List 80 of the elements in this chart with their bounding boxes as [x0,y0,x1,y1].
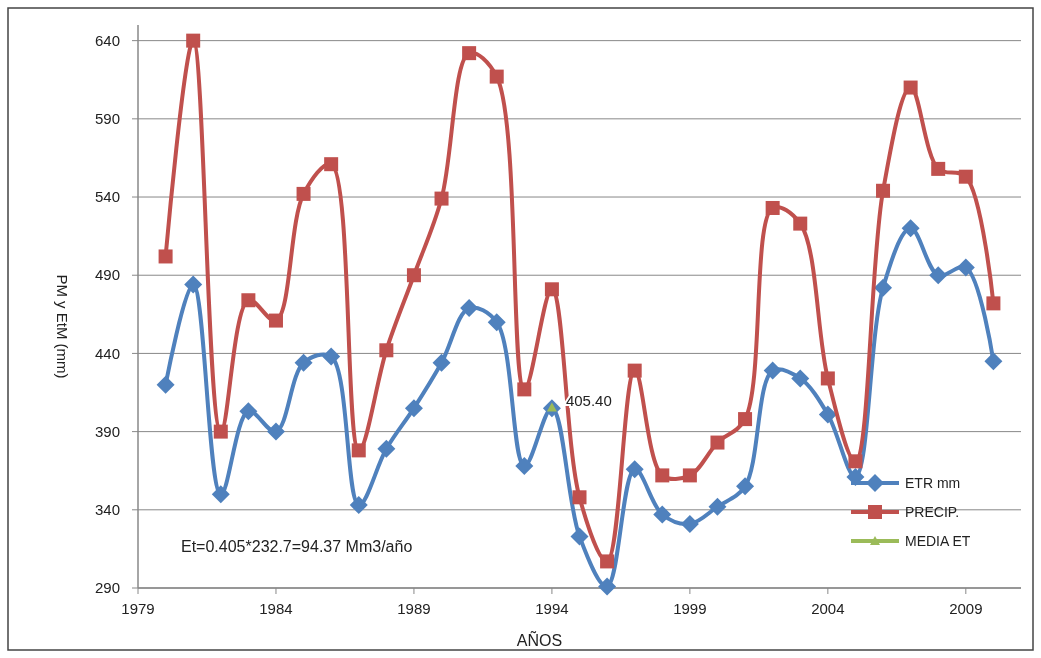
x-tick-label: 1989 [397,600,431,617]
x-tick-label: 1984 [259,600,293,617]
point [710,435,725,450]
point [901,219,920,238]
point [627,363,642,378]
point [241,293,256,308]
y-tick-label: 540 [94,188,120,206]
point [296,186,311,201]
point [903,80,918,95]
point [239,402,258,421]
point [791,369,810,388]
legend-label: PRECIP. [905,503,960,520]
point [876,183,891,198]
point [349,496,368,515]
point [156,375,175,394]
point [266,422,285,441]
point [682,468,697,483]
point [379,343,394,358]
point [322,347,341,366]
point [818,405,837,424]
point [848,454,863,469]
point [570,527,589,546]
x-tick-label: 1994 [535,600,569,617]
point [653,505,672,524]
y-axis-title: PM y EtM (mm) [54,274,71,379]
y-tick-label: 290 [94,579,120,597]
point [351,443,366,458]
point [820,371,835,386]
point [874,278,893,297]
point [515,457,534,476]
point [517,382,532,397]
point [462,46,477,61]
legend-label: ETR mm [905,474,961,491]
point [184,275,203,294]
point [986,296,1001,311]
y-tick-label: 340 [94,501,120,519]
x-axis-title: AÑOS [516,630,563,649]
point [984,352,1003,371]
x-tick-label: 2004 [811,600,845,617]
point [763,361,782,380]
point [929,266,948,285]
y-tick-label: 640 [94,31,120,49]
point [213,424,228,439]
point [211,485,230,504]
point [268,313,283,328]
annotation: Et=0.405*232.7=94.37 Mm3/año [181,538,413,556]
point [956,258,975,277]
legend-label: MEDIA ET [905,532,971,549]
y-tick-label: 390 [94,422,120,440]
y-tick-label: 440 [94,344,120,362]
point [158,249,173,264]
x-tick-label: 1999 [673,600,707,617]
point [406,268,421,283]
y-tick-label: 490 [94,266,120,284]
point [958,169,973,184]
point [324,157,339,172]
y-tick-label: 590 [94,110,120,128]
point [186,33,201,48]
point [432,353,451,372]
point [572,490,587,505]
point [544,282,559,297]
point [598,577,617,596]
point [738,412,753,427]
point [404,399,423,418]
point [793,216,808,231]
point [931,161,946,176]
point [487,313,506,332]
point [434,191,449,206]
point [708,497,727,516]
point [377,439,396,458]
point [294,353,313,372]
point [680,514,699,533]
point [489,69,504,84]
point [600,554,615,569]
point [736,477,755,496]
point [655,468,670,483]
point [625,460,644,479]
point [765,200,780,215]
x-tick-label: 2009 [949,600,983,617]
x-tick-label: 1979 [121,600,155,617]
